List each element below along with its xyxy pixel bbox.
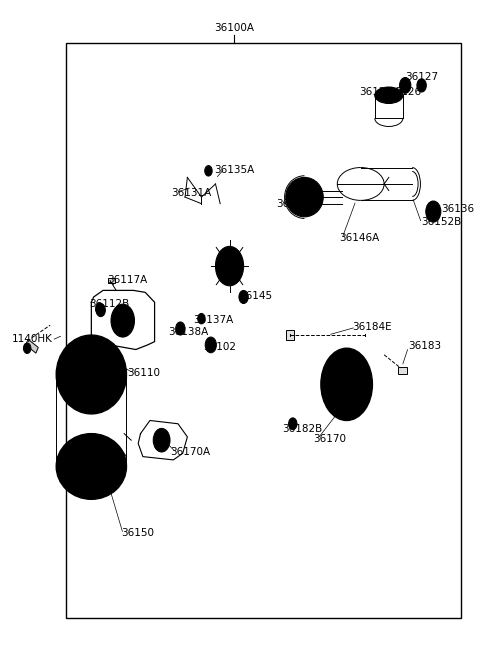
Text: 36135A: 36135A [215,164,255,175]
Text: 36170A: 36170A [170,447,210,457]
Text: 36126: 36126 [388,87,421,97]
Bar [286,330,294,340]
Text: 36183: 36183 [408,341,442,351]
Circle shape [399,78,411,93]
Text: 36136: 36136 [441,204,474,214]
Text: 36100A: 36100A [214,22,254,33]
Circle shape [288,418,297,430]
Circle shape [118,314,127,327]
Text: 36170: 36170 [313,434,346,444]
Bar [108,278,115,283]
Circle shape [96,304,106,317]
Circle shape [204,166,212,176]
Circle shape [321,348,372,420]
Circle shape [205,337,216,353]
Circle shape [359,401,363,407]
Circle shape [153,428,170,452]
Ellipse shape [375,87,403,103]
Circle shape [24,343,31,353]
Ellipse shape [56,335,127,414]
Bar [26,339,38,353]
Circle shape [96,303,104,315]
Ellipse shape [56,434,127,499]
Bar [398,367,407,374]
Ellipse shape [61,342,122,407]
Ellipse shape [286,177,323,217]
Ellipse shape [61,440,122,493]
Circle shape [198,313,205,324]
Text: 36150: 36150 [121,528,154,539]
Text: 36110: 36110 [127,368,160,378]
Text: 36120: 36120 [360,87,393,97]
Circle shape [216,246,243,286]
Circle shape [223,256,237,276]
Circle shape [417,79,426,92]
Text: 36112B: 36112B [89,299,129,309]
Circle shape [176,322,185,335]
Text: 36117A: 36117A [107,275,147,285]
Circle shape [426,201,441,222]
Text: 36145: 36145 [239,290,272,301]
Text: 36182B: 36182B [282,424,322,434]
Text: 36127: 36127 [405,72,438,82]
Text: 36102: 36102 [203,342,236,352]
Text: 36152B: 36152B [420,217,461,227]
Text: 1140HK: 1140HK [12,334,53,344]
Circle shape [239,290,248,304]
Circle shape [111,304,134,337]
Circle shape [330,401,335,407]
Text: 36131A: 36131A [171,187,211,198]
Text: 36185: 36185 [276,198,310,209]
Text: 36137A: 36137A [193,315,234,325]
Circle shape [342,378,351,391]
Text: 36138A: 36138A [168,327,208,338]
Bar [66,43,461,618]
Text: 36146A: 36146A [339,233,379,244]
Circle shape [330,361,335,368]
Circle shape [333,365,360,404]
Circle shape [430,207,437,216]
Circle shape [359,361,363,368]
Text: 36184E: 36184E [352,321,392,332]
